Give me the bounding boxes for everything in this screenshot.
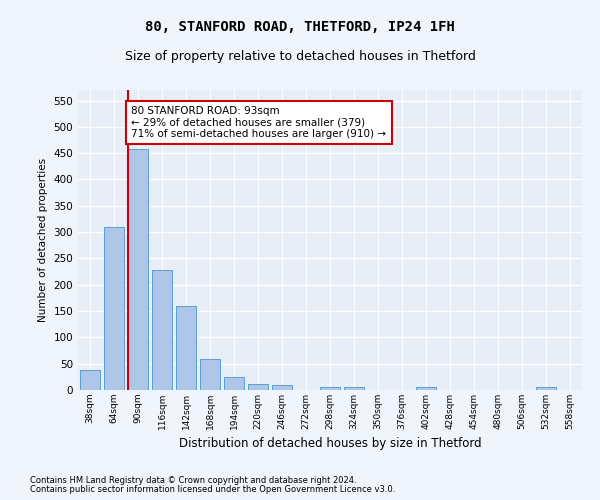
- Bar: [152, 270, 172, 390]
- Bar: [200, 360, 220, 390]
- Bar: [416, 388, 436, 390]
- Text: 80 STANFORD ROAD: 93sqm
← 29% of detached houses are smaller (379)
71% of semi-d: 80 STANFORD ROAD: 93sqm ← 29% of detache…: [131, 106, 386, 139]
- Bar: [272, 386, 292, 390]
- Text: Size of property relative to detached houses in Thetford: Size of property relative to detached ho…: [125, 50, 475, 63]
- Bar: [176, 306, 196, 390]
- Text: 80, STANFORD ROAD, THETFORD, IP24 1FH: 80, STANFORD ROAD, THETFORD, IP24 1FH: [145, 20, 455, 34]
- Y-axis label: Number of detached properties: Number of detached properties: [38, 158, 48, 322]
- Bar: [104, 227, 124, 390]
- Bar: [344, 387, 364, 390]
- Text: Contains public sector information licensed under the Open Government Licence v3: Contains public sector information licen…: [30, 484, 395, 494]
- Bar: [224, 377, 244, 390]
- Bar: [536, 388, 556, 390]
- X-axis label: Distribution of detached houses by size in Thetford: Distribution of detached houses by size …: [179, 438, 481, 450]
- Bar: [248, 384, 268, 390]
- Bar: [320, 388, 340, 390]
- Bar: [80, 370, 100, 390]
- Text: Contains HM Land Registry data © Crown copyright and database right 2024.: Contains HM Land Registry data © Crown c…: [30, 476, 356, 485]
- Bar: [128, 150, 148, 390]
